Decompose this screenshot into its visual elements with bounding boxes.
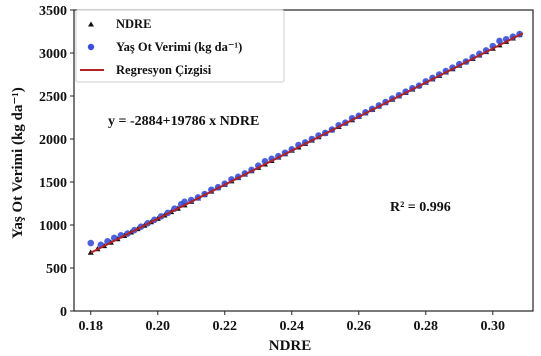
y-tick-label: 2000: [39, 133, 67, 148]
regression-equation: y = -2884+19786 x NDRE: [108, 114, 259, 129]
legend-item-ndre: NDRE: [88, 17, 151, 31]
axes-frame: [73, 9, 534, 312]
x-tick-label: 0.28: [414, 319, 439, 334]
y-tick-label: 500: [46, 262, 67, 277]
x-tick-label: 0.24: [280, 319, 305, 334]
r-squared-label: R² = 0.996: [390, 200, 451, 215]
y-tick-label: 2500: [39, 90, 67, 105]
y-axis-title: Yaş Ot Verimi (kg da⁻¹): [10, 87, 26, 239]
legend-item-yield: Yaş Ot Verimi (kg da⁻¹): [87, 40, 242, 54]
x-tick-label: 0.22: [213, 319, 238, 334]
x-axis-title: NDRE: [269, 338, 312, 354]
x-tick-label: 0.26: [347, 319, 372, 334]
legend-item-regression: Regresyon Çizgisi: [80, 63, 212, 77]
legend-label-regression: Regresyon Çizgisi: [116, 63, 212, 77]
x-tick-label: 0.30: [481, 319, 506, 334]
yield-point: [496, 37, 503, 45]
regression-line: [90, 32, 524, 254]
legend-label-ndre: NDRE: [116, 17, 151, 31]
legend: NDRE Yaş Ot Verimi (kg da⁻¹) Regresyon Ç…: [75, 9, 285, 83]
legend-circle-marker: [87, 43, 95, 51]
y-tick-label: 3500: [39, 4, 67, 19]
y-tick-label: 0: [60, 305, 67, 320]
regression-layer: [90, 32, 524, 254]
yield-point: [87, 239, 95, 247]
y-tick-label: 1000: [39, 219, 67, 234]
legend-label-yield: Yaş Ot Verimi (kg da⁻¹): [116, 40, 242, 54]
ticks-layer: 0.18 0.20 0.22 0.24 0.26 0.28 0.30 0 500 1000 1500…: [39, 4, 534, 334]
y-tick-label: 3000: [39, 47, 67, 62]
x-tick-label: 0.18: [79, 319, 104, 334]
legend-triangle-marker: [88, 21, 94, 27]
y-tick-label: 1500: [39, 176, 67, 191]
x-tick-label: 0.20: [146, 319, 171, 334]
